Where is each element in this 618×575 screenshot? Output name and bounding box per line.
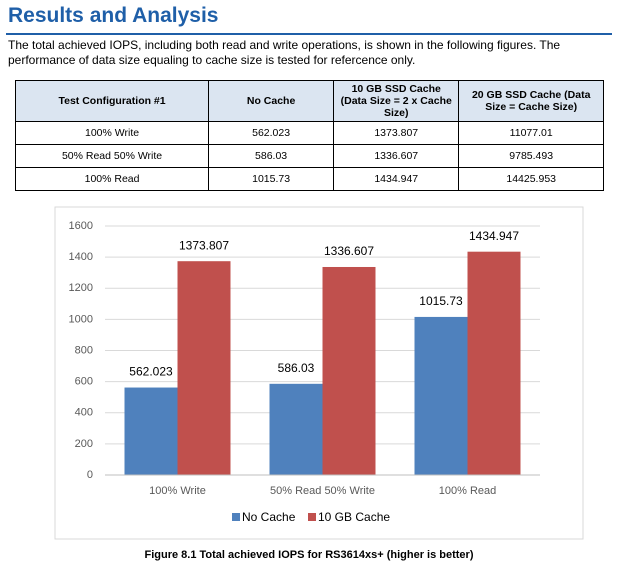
x-tick-label: 100% Write bbox=[149, 485, 206, 497]
data-label: 1015.73 bbox=[419, 294, 463, 308]
data-label: 1373.807 bbox=[179, 238, 229, 252]
chart: 0 200 400 600 800 1000 1200 1400 1600 100% Write 5… bbox=[54, 206, 584, 540]
header-cell: 20 GB SSD Cache (Data Size = Cache Size) bbox=[458, 80, 604, 122]
table-cell: 586.03 bbox=[208, 144, 335, 168]
heading: Results and Analysis bbox=[8, 4, 219, 27]
heading-rule bbox=[6, 33, 612, 35]
data-label: 586.03 bbox=[278, 361, 315, 375]
bar bbox=[467, 251, 521, 475]
y-tick-label: 400 bbox=[75, 407, 93, 419]
table-cell: 1015.73 bbox=[208, 167, 335, 191]
table-row: 100% Write 562.023 1373.807 11077.01 bbox=[14, 121, 604, 145]
header-row: Test Configuration #1 No Cache 10 GB SSD C… bbox=[14, 80, 604, 122]
bar bbox=[124, 387, 178, 475]
table-cell: 50% Read 50% Write bbox=[14, 144, 210, 168]
bar bbox=[269, 383, 323, 475]
table-cell: 11077.01 bbox=[458, 121, 604, 145]
legend-swatch bbox=[232, 513, 240, 521]
x-tick-label: 100% Read bbox=[439, 485, 497, 497]
table-cell: 14425.953 bbox=[458, 167, 604, 191]
table-cell: 100% Read bbox=[14, 167, 210, 191]
bar bbox=[177, 261, 231, 475]
table-body: 100% Write 562.023 1373.807 11077.01 50% Rea… bbox=[14, 121, 604, 191]
y-tick-label: 1400 bbox=[69, 251, 93, 263]
data-label: 1434.947 bbox=[469, 229, 519, 243]
table-cell: 100% Write bbox=[14, 121, 210, 145]
y-tick-label: 800 bbox=[75, 344, 93, 356]
data-label: 1336.607 bbox=[324, 244, 374, 258]
legend-label: No Cache bbox=[242, 510, 296, 524]
data-label: 562.023 bbox=[129, 365, 173, 379]
legend-label: 10 GB Cache bbox=[318, 510, 390, 524]
y-tick-label: 1200 bbox=[69, 282, 93, 294]
y-tick-label: 0 bbox=[87, 469, 93, 481]
table-cell: 1434.947 bbox=[333, 167, 460, 191]
table-cell: 1373.807 bbox=[333, 121, 460, 145]
y-tick-label: 1600 bbox=[69, 220, 93, 232]
table-row: 100% Read 1015.73 1434.947 14425.953 bbox=[14, 167, 604, 191]
header-cell: 10 GB SSD Cache (Data Size = 2 x Cache S… bbox=[333, 80, 460, 122]
x-tick-label: 50% Read 50% Write bbox=[270, 485, 375, 497]
header-cell: No Cache bbox=[208, 80, 335, 122]
header-cell: Test Configuration #1 bbox=[14, 80, 210, 122]
table-row: 50% Read 50% Write 586.03 1336.607 9785.493 bbox=[14, 144, 604, 168]
intro-text: The total achieved IOPS, including both … bbox=[8, 38, 561, 67]
figure-caption: Figure 8.1 Total achieved IOPS for RS361… bbox=[144, 549, 474, 561]
results-table: Test Configuration #1 No Cache 10 GB SSD C… bbox=[14, 80, 604, 191]
bar bbox=[414, 316, 468, 475]
y-tick-label: 600 bbox=[75, 376, 93, 388]
bar bbox=[322, 266, 376, 475]
table-cell: 9785.493 bbox=[458, 144, 604, 168]
y-tick-label: 1000 bbox=[69, 313, 93, 325]
y-tick-label: 200 bbox=[75, 438, 93, 450]
table-cell: 1336.607 bbox=[333, 144, 460, 168]
table-cell: 562.023 bbox=[208, 121, 335, 145]
legend-swatch bbox=[308, 513, 316, 521]
